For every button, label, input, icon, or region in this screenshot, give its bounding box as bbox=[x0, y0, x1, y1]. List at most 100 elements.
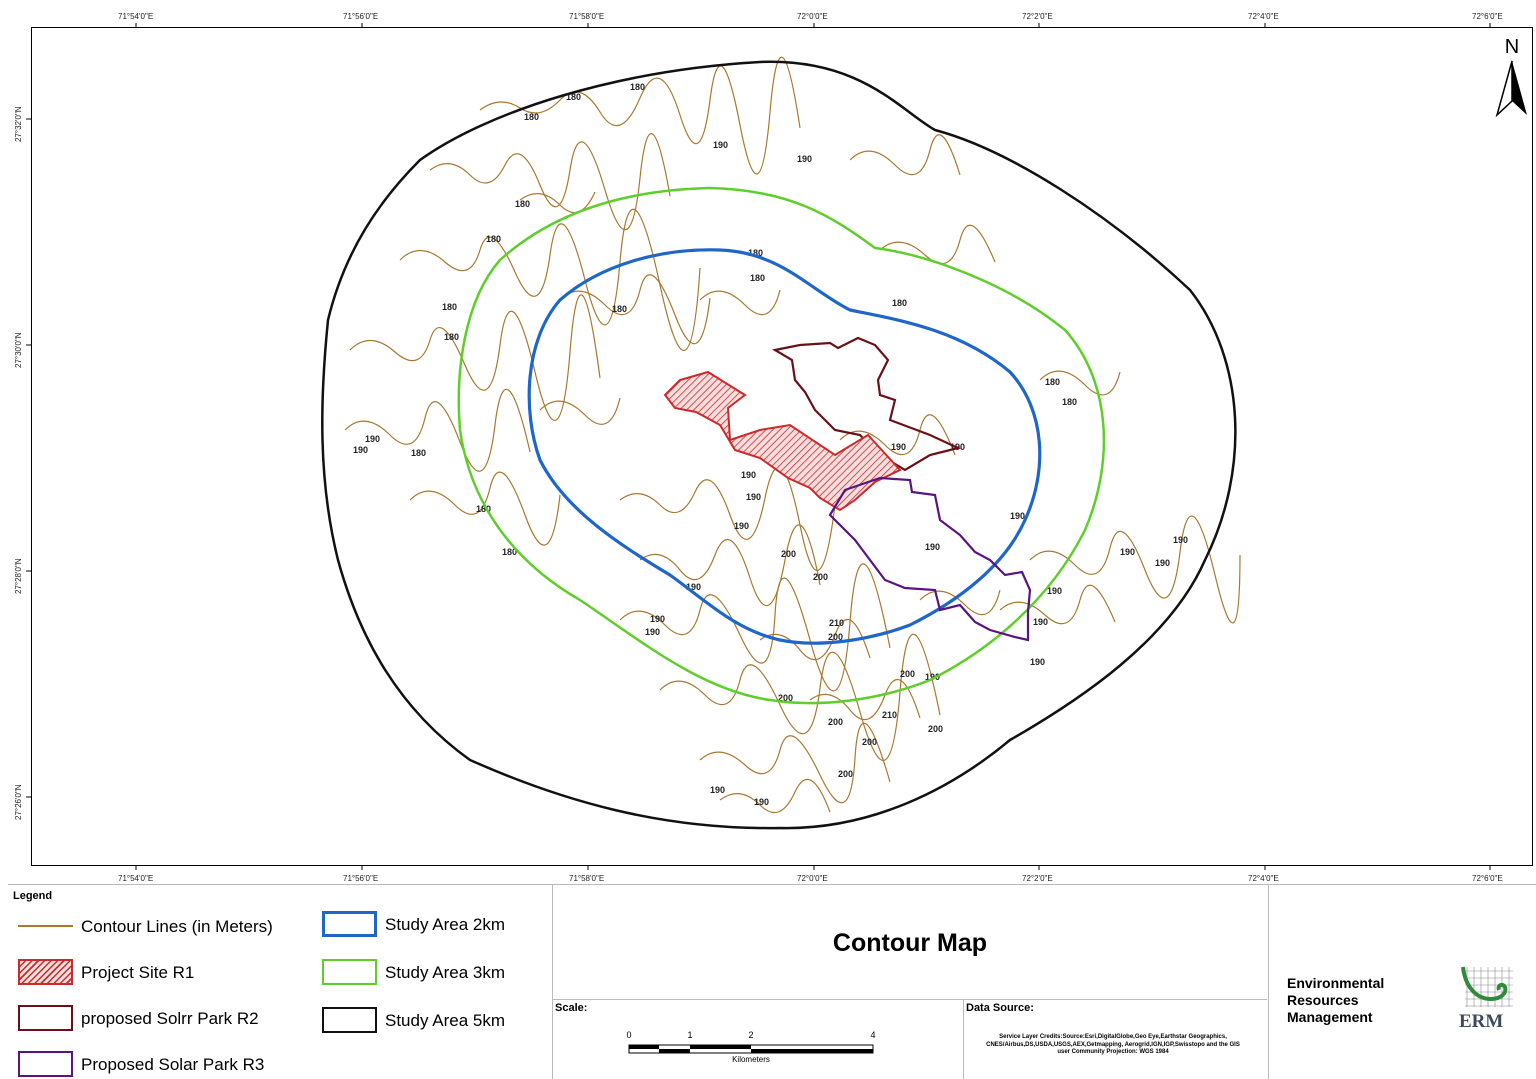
svg-text:200: 200 bbox=[862, 737, 877, 747]
svg-text:190: 190 bbox=[754, 797, 769, 807]
svg-text:200: 200 bbox=[778, 693, 793, 703]
bottom-tick-7: 72°6'0"E bbox=[1472, 874, 1503, 883]
map-title: Contour Map bbox=[832, 929, 988, 957]
legend-contour-label: Contour Lines (in Meters) bbox=[81, 917, 273, 936]
top-tick-2: 71°56'0"E bbox=[343, 12, 379, 21]
erm-logo-text: ERM bbox=[1459, 1011, 1504, 1032]
svg-text:200: 200 bbox=[813, 572, 828, 582]
svg-text:4: 4 bbox=[870, 1030, 875, 1040]
scale-block: Scale: 0 1 2 4 Kilometers bbox=[553, 1000, 964, 1079]
svg-text:190: 190 bbox=[925, 672, 940, 682]
solar-park-r3-boundary[interactable] bbox=[828, 476, 1032, 642]
svg-text:180: 180 bbox=[748, 248, 763, 258]
map-canvas[interactable]: 180 180 180 180 180 180 180 180 180 180 … bbox=[0, 0, 1536, 880]
north-arrow-icon: N bbox=[1495, 36, 1527, 118]
svg-text:190: 190 bbox=[746, 492, 761, 502]
title-block: Contour Map bbox=[553, 885, 1267, 1000]
top-tick-1: 71°54'0"E bbox=[118, 12, 154, 21]
svg-text:190: 190 bbox=[710, 785, 725, 795]
solar-park-r2-legend-symbol bbox=[18, 1005, 73, 1031]
map-footer: Legend Contour Lines (in Meters) Project… bbox=[8, 884, 1536, 1079]
org-name-line-1: Environmental bbox=[1287, 975, 1385, 991]
contour-value-labels: 180 180 180 180 180 180 180 180 180 180 … bbox=[353, 82, 1188, 807]
svg-text:180: 180 bbox=[566, 92, 581, 102]
svg-text:210: 210 bbox=[829, 618, 844, 628]
svg-text:190: 190 bbox=[1173, 535, 1188, 545]
svg-text:190: 190 bbox=[645, 627, 660, 637]
svg-text:190: 190 bbox=[1033, 617, 1048, 627]
svg-text:190: 190 bbox=[741, 470, 756, 480]
legend-title: Legend bbox=[13, 890, 53, 902]
svg-text:200: 200 bbox=[900, 669, 915, 679]
svg-text:200: 200 bbox=[928, 724, 943, 734]
legend-solar-park-r2-label: proposed Solrr Park R2 bbox=[81, 1009, 259, 1028]
bottom-tick-5: 72°2'0"E bbox=[1022, 874, 1053, 883]
bottom-tick-2: 71°56'0"E bbox=[343, 874, 379, 883]
study-area-5km-boundary[interactable] bbox=[321, 60, 1237, 830]
graticule-ticks bbox=[26, 23, 1491, 870]
svg-text:180: 180 bbox=[444, 332, 459, 342]
top-tick-3: 71°58'0"E bbox=[569, 12, 605, 21]
legend-project-site-label: Project Site R1 bbox=[81, 963, 195, 982]
study-area-3km-boundary[interactable] bbox=[457, 186, 1106, 705]
solar-park-r3-legend-symbol bbox=[18, 1051, 73, 1077]
study-area-5km-legend-symbol bbox=[322, 1007, 377, 1033]
project-site-r1-area[interactable] bbox=[663, 370, 902, 512]
svg-text:180: 180 bbox=[630, 82, 645, 92]
svg-text:Kilometers: Kilometers bbox=[732, 1055, 770, 1064]
svg-text:200: 200 bbox=[828, 717, 843, 727]
bottom-tick-6: 72°4'0"E bbox=[1248, 874, 1279, 883]
organization-name: Environmental Resources Management bbox=[1287, 975, 1384, 1026]
service-layer-credits: Service Layer Credits:Source:Esri,Digita… bbox=[986, 1034, 1240, 1055]
top-tick-6: 72°4'0"E bbox=[1248, 12, 1279, 21]
svg-text:190: 190 bbox=[713, 140, 728, 150]
top-tick-5: 72°2'0"E bbox=[1022, 12, 1053, 21]
svg-text:190: 190 bbox=[1120, 547, 1135, 557]
org-name-line-2: Resources bbox=[1287, 992, 1359, 1008]
svg-text:190: 190 bbox=[686, 582, 701, 592]
study-area-3km-legend-symbol bbox=[322, 959, 377, 985]
svg-text:180: 180 bbox=[1062, 397, 1077, 407]
solar-park-r2-boundary[interactable] bbox=[771, 336, 962, 472]
svg-text:190: 190 bbox=[734, 521, 749, 531]
svg-text:180: 180 bbox=[442, 302, 457, 312]
svg-text:180: 180 bbox=[892, 298, 907, 308]
org-name-line-3: Management bbox=[1287, 1009, 1373, 1025]
svg-text:180: 180 bbox=[1045, 377, 1060, 387]
scale-bar: 0 1 2 4 Kilometers bbox=[626, 1030, 875, 1064]
svg-text:190: 190 bbox=[1030, 657, 1045, 667]
svg-text:190: 190 bbox=[1010, 511, 1025, 521]
svg-text:180: 180 bbox=[515, 199, 530, 209]
legend: Legend Contour Lines (in Meters) Project… bbox=[8, 885, 553, 1079]
legend-study-area-5km-label: Study Area 5km bbox=[385, 1011, 506, 1030]
legend-study-area-2km-label: Study Area 2km bbox=[385, 915, 506, 934]
erm-logo-icon bbox=[1461, 966, 1513, 1007]
svg-text:2: 2 bbox=[748, 1030, 753, 1040]
svg-text:N: N bbox=[1505, 36, 1519, 58]
legend-solar-park-r3-label: Proposed Solar Park R3 bbox=[81, 1055, 265, 1074]
svg-text:180: 180 bbox=[524, 112, 539, 122]
svg-text:1: 1 bbox=[687, 1030, 692, 1040]
svg-text:180: 180 bbox=[486, 234, 501, 244]
contour-legend-symbol bbox=[18, 925, 73, 927]
svg-text:190: 190 bbox=[891, 442, 906, 452]
svg-text:180: 180 bbox=[612, 304, 627, 314]
contour-lines bbox=[344, 56, 1241, 814]
svg-text:180: 180 bbox=[476, 504, 491, 514]
svg-text:190: 190 bbox=[1047, 586, 1062, 596]
svg-text:190: 190 bbox=[353, 445, 368, 455]
study-area-2km-boundary[interactable] bbox=[527, 248, 1042, 645]
top-tick-7: 72°6'0"E bbox=[1472, 12, 1503, 21]
data-source-block: Data Source: Service Layer Credits:Sourc… bbox=[964, 1000, 1267, 1079]
svg-text:190: 190 bbox=[650, 614, 665, 624]
legend-study-area-3km-label: Study Area 3km bbox=[385, 963, 506, 982]
svg-text:200: 200 bbox=[838, 769, 853, 779]
bottom-tick-4: 72°0'0"E bbox=[797, 874, 828, 883]
study-area-2km-legend-symbol bbox=[322, 911, 377, 937]
bottom-tick-3: 71°58'0"E bbox=[569, 874, 605, 883]
bottom-tick-1: 71°54'0"E bbox=[118, 874, 154, 883]
svg-text:180: 180 bbox=[411, 448, 426, 458]
svg-text:200: 200 bbox=[828, 632, 843, 642]
svg-text:0: 0 bbox=[626, 1030, 631, 1040]
scale-label: Scale: bbox=[555, 1002, 588, 1014]
